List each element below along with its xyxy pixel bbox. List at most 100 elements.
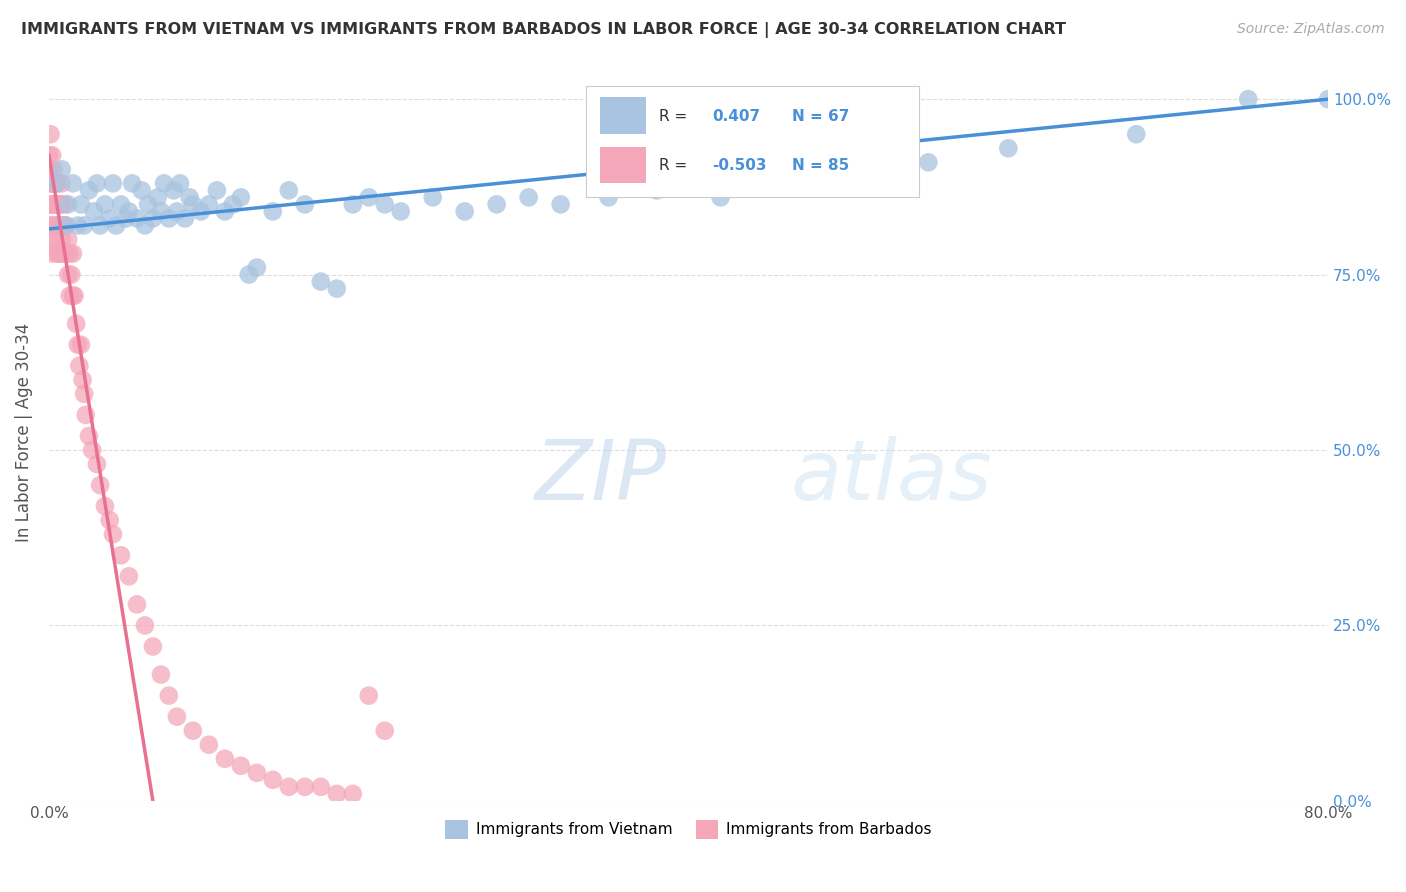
Point (114, 211, 136, 226)
Point (262, 772, 284, 787)
Point (48, 219, 70, 233)
Point (294, 780, 316, 794)
Point (39, 127, 62, 141)
Point (38, 219, 60, 233)
Point (82, 442, 104, 457)
Point (62, 288, 84, 302)
Point (153, 177, 176, 191)
Point (374, 723, 396, 738)
Point (66, 219, 89, 233)
Y-axis label: In Labor Force | Age 30-34: In Labor Force | Age 30-34 (15, 323, 32, 542)
Point (39, 197, 62, 211)
Point (309, 780, 332, 794)
Point (1237, 92, 1260, 106)
Point (837, 162, 859, 177)
Point (342, 197, 364, 211)
Text: Source: ZipAtlas.com: Source: ZipAtlas.com (1237, 22, 1385, 37)
Point (205, 183, 228, 197)
Text: ZIP: ZIP (536, 436, 666, 517)
Point (75, 408, 97, 422)
Point (86, 457, 108, 471)
Point (134, 219, 156, 233)
Point (118, 569, 141, 583)
Point (51, 232, 73, 246)
Point (125, 211, 148, 226)
Point (277, 780, 299, 794)
Point (55, 219, 77, 233)
Point (517, 190, 540, 204)
Point (246, 765, 269, 780)
Point (198, 197, 221, 211)
Point (142, 211, 165, 226)
Point (38, 148, 60, 162)
Point (44, 177, 66, 191)
Point (70, 197, 93, 211)
Point (73, 387, 96, 401)
Point (39, 162, 62, 177)
Point (56, 268, 79, 282)
Point (83, 204, 105, 219)
Point (454, 204, 477, 219)
Point (485, 197, 508, 211)
Legend: Immigrants from Vietnam, Immigrants from Barbados: Immigrants from Vietnam, Immigrants from… (439, 814, 938, 845)
Point (89, 478, 111, 492)
Point (294, 197, 316, 211)
Point (222, 197, 245, 211)
Point (169, 177, 191, 191)
Point (136, 197, 159, 211)
Point (997, 141, 1019, 155)
Point (1125, 127, 1147, 141)
Point (98, 211, 121, 226)
Point (52, 219, 75, 233)
Point (46, 177, 69, 191)
Point (44, 219, 66, 233)
Point (146, 190, 169, 204)
Point (77, 429, 100, 443)
Point (49, 246, 72, 260)
Point (46, 246, 69, 260)
Point (51, 177, 73, 191)
Point (53, 197, 76, 211)
Point (118, 204, 141, 219)
Point (62, 177, 84, 191)
Point (134, 618, 156, 632)
Point (48, 197, 70, 211)
Point (44, 197, 66, 211)
Point (38, 177, 60, 191)
Point (52, 246, 75, 260)
Point (59, 246, 82, 260)
Point (46, 219, 69, 233)
Point (157, 211, 180, 226)
Point (389, 204, 412, 219)
Point (41, 177, 63, 191)
Point (38, 197, 60, 211)
Point (142, 640, 165, 654)
Point (49, 219, 72, 233)
Point (56, 232, 79, 246)
Point (229, 759, 252, 773)
Point (94, 499, 117, 513)
Point (110, 549, 132, 563)
Point (262, 204, 284, 219)
Point (42, 197, 65, 211)
Point (41, 219, 63, 233)
Point (41, 197, 63, 211)
Point (173, 211, 195, 226)
Point (72, 373, 94, 387)
Point (65, 317, 87, 331)
Point (42, 177, 65, 191)
Point (149, 667, 172, 681)
Point (66, 337, 89, 351)
Point (94, 197, 117, 211)
Point (246, 260, 269, 275)
Point (70, 337, 93, 351)
Point (326, 282, 349, 296)
Point (709, 190, 731, 204)
Point (59, 288, 82, 302)
Point (55, 246, 77, 260)
Point (190, 204, 212, 219)
Point (181, 197, 204, 211)
Text: atlas: atlas (792, 436, 993, 517)
Point (342, 787, 364, 801)
Point (38, 162, 60, 177)
